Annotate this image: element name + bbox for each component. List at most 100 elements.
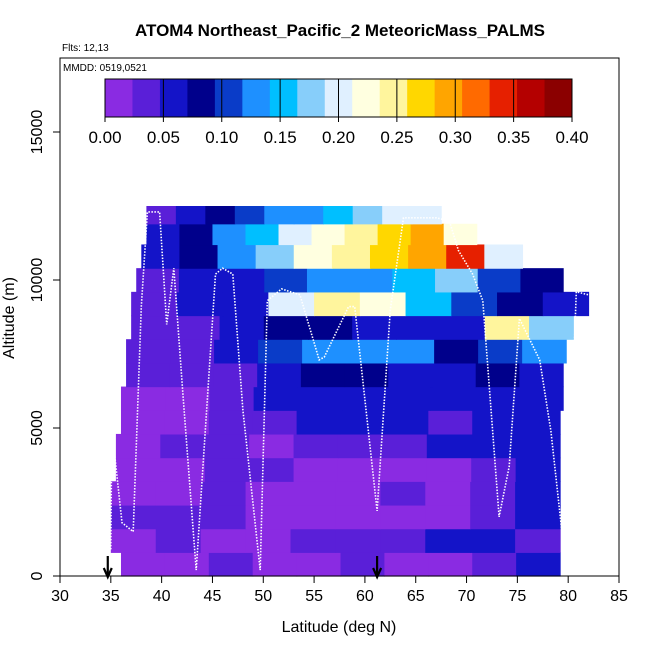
heatmap-cell xyxy=(221,268,265,293)
marker-arrow-head xyxy=(372,567,383,580)
y-tick-label: 5000 xyxy=(29,410,46,446)
heatmap-cell xyxy=(440,315,486,340)
colorbar-tick-label: 0.30 xyxy=(439,128,472,147)
heatmap-cell xyxy=(392,268,436,293)
dates-label: MMDD: 0519,0521 xyxy=(63,63,147,74)
heatmap-cell xyxy=(214,339,259,364)
heatmap-cell xyxy=(384,552,429,577)
heatmap-cell xyxy=(306,268,351,293)
heatmap-cell xyxy=(408,244,447,269)
heatmap-cell xyxy=(293,457,339,482)
heatmap-cell xyxy=(349,268,393,293)
heatmap-cell xyxy=(253,386,299,411)
heatmap-cell xyxy=(451,291,498,317)
y-tick-label: 10000 xyxy=(29,258,46,303)
heatmap-cell xyxy=(146,206,177,225)
heatmap-cell xyxy=(484,244,524,269)
heatmap-cell xyxy=(474,386,520,411)
colorbar-tick-label: 0.00 xyxy=(88,128,121,147)
x-axis: 30 35 40 45 50 55 60 65 70 75 80 85 xyxy=(51,576,628,605)
colorbar-swatch xyxy=(379,79,408,117)
colorbar-swatch xyxy=(132,79,161,117)
heatmap-cell xyxy=(178,268,223,293)
colorbar-swatch xyxy=(159,79,188,117)
heatmap-cell xyxy=(323,206,354,225)
heatmap-cell xyxy=(160,433,206,459)
heatmap-cell xyxy=(175,206,206,225)
plot-frame xyxy=(59,57,620,577)
heatmap-cell xyxy=(428,410,473,435)
colorbar-tick-label: 0.20 xyxy=(322,128,355,147)
heatmap-cell xyxy=(176,291,224,317)
heatmap-cell xyxy=(425,481,471,506)
heatmap-cell xyxy=(165,386,211,411)
heatmap-cell xyxy=(430,386,476,411)
colorbar-swatch xyxy=(352,79,381,117)
heatmap-cell xyxy=(212,223,247,246)
colorbar-swatch xyxy=(187,79,216,117)
heatmap-cell xyxy=(205,206,236,225)
heatmap-cell xyxy=(278,223,313,246)
colorbar-swatch xyxy=(105,79,133,117)
heatmap-cell xyxy=(380,481,426,506)
heatmap-cell xyxy=(377,223,412,246)
heatmap-cell xyxy=(335,481,381,506)
heatmap-cell xyxy=(426,457,472,482)
heatmap-cell xyxy=(252,410,298,435)
colorbar-tick-label: 0.15 xyxy=(264,128,297,147)
heatmap-cell xyxy=(335,528,381,553)
heatmap-cell xyxy=(263,315,309,340)
y-tick-label: 15000 xyxy=(29,110,46,155)
x-tick-label: 60 xyxy=(356,588,374,605)
heatmap-cell xyxy=(388,362,433,388)
heatmap-cell xyxy=(470,528,516,553)
heatmap-cell xyxy=(470,504,516,530)
heatmap-cell xyxy=(126,362,171,388)
heatmap-cell xyxy=(175,315,221,340)
heatmap-cell xyxy=(346,339,391,364)
heatmap-cell xyxy=(516,552,561,577)
colorbar-swatch xyxy=(544,79,573,117)
heatmap-cell xyxy=(472,552,517,577)
heatmap-cell xyxy=(331,244,371,269)
heatmap-cell xyxy=(529,315,574,340)
colorbar-ticks: 0.00 0.05 0.10 0.15 0.20 0.25 0.30 0.35 0.40 xyxy=(88,79,589,147)
heatmap-cell xyxy=(297,386,343,411)
heatmap-cell xyxy=(380,528,426,553)
heatmap-cell xyxy=(208,410,254,435)
heatmap-cell xyxy=(164,552,210,577)
heatmap-cell xyxy=(311,223,346,246)
heatmap-cell xyxy=(369,244,409,269)
heatmap-cell xyxy=(245,223,280,246)
heatmap-cell xyxy=(179,244,219,269)
heatmap-cell xyxy=(120,410,166,435)
colorbar-swatch xyxy=(434,79,463,117)
heatmap-cell xyxy=(296,552,342,577)
heatmap-cell xyxy=(516,410,561,435)
x-tick-label: 45 xyxy=(204,588,222,605)
heatmap-cell xyxy=(382,457,428,482)
heatmap-cell xyxy=(344,362,389,388)
colorbar-blocks xyxy=(104,78,573,118)
heatmap-cell xyxy=(293,433,339,459)
colorbar-swatch xyxy=(297,79,326,117)
heatmap-cell xyxy=(209,386,255,411)
heatmap-cell xyxy=(234,206,265,225)
heatmap-cell xyxy=(200,504,247,530)
colorbar-swatch xyxy=(269,79,298,117)
x-tick-label: 55 xyxy=(305,588,323,605)
heatmap-cell xyxy=(359,291,407,317)
heatmap-cell xyxy=(115,433,161,459)
x-axis-label: Latitude (deg N) xyxy=(282,619,397,636)
heatmap-cell xyxy=(222,291,269,317)
heatmap-cell xyxy=(335,504,381,530)
heatmap-cell xyxy=(472,410,517,435)
heatmap-cell xyxy=(164,410,210,435)
heatmap-cell xyxy=(120,552,166,577)
heatmap-cell xyxy=(382,206,413,225)
heatmap-cell xyxy=(249,457,295,482)
x-tick-label: 75 xyxy=(508,588,526,605)
heatmap-cell xyxy=(200,481,247,506)
heatmap-cell xyxy=(204,433,250,459)
